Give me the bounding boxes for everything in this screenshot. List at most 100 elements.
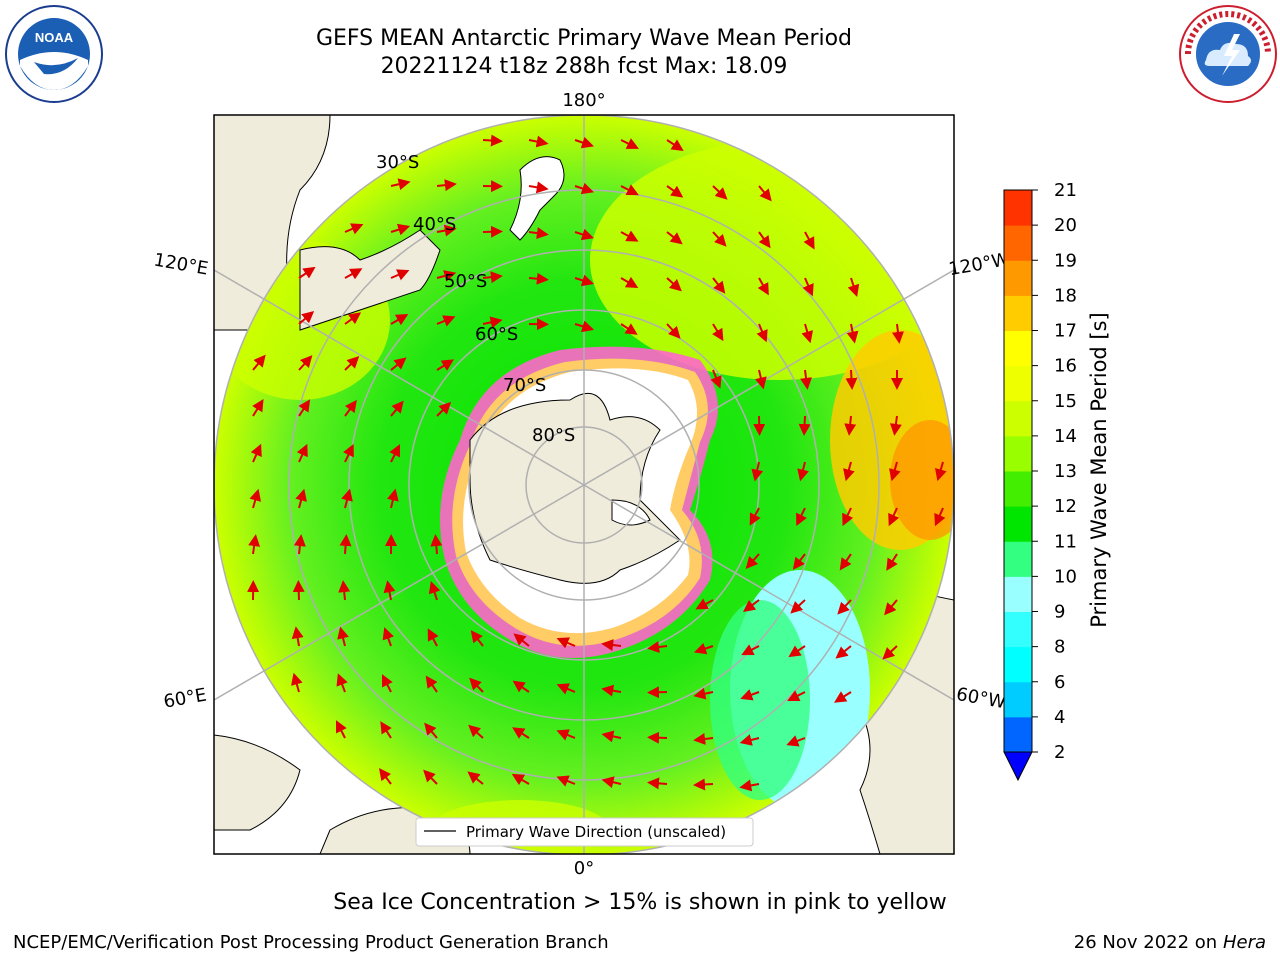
wave-arrow bbox=[528, 135, 549, 148]
wave-arrow bbox=[842, 507, 854, 527]
wave-arrow bbox=[386, 488, 399, 509]
wave-arrow bbox=[436, 224, 457, 237]
wave-arrow bbox=[695, 598, 714, 610]
wave-arrow bbox=[430, 534, 443, 555]
wave-arrow bbox=[786, 735, 806, 747]
footer-credit: NCEP/EMC/Verification Post Processing Pr… bbox=[13, 932, 609, 953]
wave-arrow bbox=[835, 645, 852, 659]
lat-label-30s: 30°S bbox=[376, 152, 419, 173]
wave-arrow bbox=[468, 724, 484, 739]
wave-arrow bbox=[574, 182, 594, 195]
wave-arrow bbox=[601, 684, 622, 697]
lon-label-60e: 60°E bbox=[162, 684, 208, 712]
wave-arrow bbox=[601, 776, 622, 789]
wave-arrow bbox=[482, 316, 503, 329]
lon-label-180: 180° bbox=[562, 90, 605, 111]
colorbar-segment bbox=[1004, 681, 1032, 718]
wave-arrow bbox=[528, 272, 549, 285]
wave-arrow bbox=[512, 680, 530, 693]
map-legend: Primary Wave Direction (unscaled) bbox=[415, 817, 754, 847]
wave-arrow bbox=[787, 690, 806, 702]
wave-arrow bbox=[620, 323, 638, 335]
footer-machine: Hera bbox=[1222, 932, 1266, 953]
wave-arrow bbox=[249, 488, 261, 509]
wave-arrow bbox=[389, 444, 401, 463]
wave-arrow bbox=[757, 277, 769, 296]
colorbar-tick-label: 20 bbox=[1054, 215, 1077, 236]
wave-arrow bbox=[839, 553, 852, 571]
national-weather-service-logo-icon bbox=[1179, 5, 1277, 103]
wave-arrow bbox=[341, 488, 353, 509]
colorbar-segment bbox=[1004, 435, 1032, 472]
wave-arrow bbox=[556, 683, 576, 695]
wave-arrow bbox=[712, 277, 726, 294]
wave-arrow bbox=[379, 767, 392, 785]
wave-arrow bbox=[390, 269, 410, 281]
wave-arrow bbox=[758, 185, 772, 202]
wave-arrow bbox=[482, 271, 503, 284]
colorbar-segment bbox=[1004, 260, 1032, 296]
wave-arrow bbox=[436, 315, 456, 327]
wave-arrow bbox=[250, 443, 262, 463]
wave-arrow bbox=[758, 231, 771, 249]
wave-arrow bbox=[620, 184, 639, 196]
wave-arrow bbox=[620, 276, 639, 289]
svg-text:NOAA: NOAA bbox=[35, 30, 74, 45]
wave-arrow bbox=[666, 231, 683, 245]
wave-arrow bbox=[847, 277, 860, 298]
colorbar-tick-label: 16 bbox=[1054, 356, 1077, 377]
wave-arrow bbox=[792, 553, 806, 570]
colorbar-tick-label: 14 bbox=[1054, 426, 1077, 447]
wave-arrow bbox=[749, 507, 761, 526]
colorbar-tick-label: 11 bbox=[1054, 531, 1077, 552]
wave-arrow bbox=[837, 599, 852, 615]
wave-arrow bbox=[756, 323, 768, 343]
wave-arrow bbox=[337, 626, 349, 647]
wave-arrow bbox=[382, 627, 394, 647]
wave-arrow bbox=[601, 639, 622, 651]
colorbar-extend-triangle bbox=[1003, 751, 1033, 782]
wave-arrow bbox=[694, 642, 714, 655]
wave-arrow bbox=[298, 399, 311, 417]
wave-arrow bbox=[296, 443, 308, 463]
map-title: GEFS MEAN Antarctic Primary Wave Mean Pe… bbox=[315, 26, 853, 51]
wave-arrow bbox=[344, 268, 363, 280]
wave-arrow bbox=[797, 461, 809, 482]
wave-arrow bbox=[467, 771, 484, 785]
colorbar-tick-label: 12 bbox=[1054, 496, 1077, 517]
wave-arrow bbox=[754, 369, 767, 390]
colorbar-segment bbox=[1004, 295, 1032, 331]
colorbar-segment bbox=[1004, 506, 1032, 542]
wave-arrow bbox=[886, 553, 898, 571]
wave-arrow bbox=[335, 720, 347, 739]
footer-date-text: 26 Nov 2022 on bbox=[1073, 932, 1218, 953]
wave-arrow bbox=[745, 553, 760, 569]
wave-arrow bbox=[252, 399, 264, 417]
wave-arrow bbox=[803, 231, 815, 250]
wave-arrow bbox=[574, 320, 595, 333]
wave-arrow bbox=[666, 185, 684, 198]
wave-arrow bbox=[252, 354, 266, 371]
wave-arrow bbox=[739, 779, 760, 792]
wave-arrow bbox=[295, 488, 307, 509]
lat-label-70s: 70°S bbox=[503, 375, 546, 396]
wave-arrow bbox=[436, 401, 452, 417]
colorbar-segment bbox=[1004, 365, 1032, 402]
wave-arrow bbox=[427, 628, 439, 647]
wave-arrow bbox=[574, 274, 595, 287]
wave-arrow bbox=[298, 355, 313, 371]
wave-arrow bbox=[425, 675, 438, 693]
colorbar-tick-label: 21 bbox=[1054, 180, 1077, 201]
wave-arrow bbox=[344, 312, 362, 325]
colorbar-segment bbox=[1004, 576, 1032, 612]
colorbar-tick-label: 9 bbox=[1054, 602, 1065, 623]
wave-arrow bbox=[796, 507, 807, 527]
colorbar-segment bbox=[1004, 330, 1032, 367]
colorbar-title: Primary Wave Mean Period [s] bbox=[1087, 312, 1111, 628]
colorbar-tick-label: 4 bbox=[1054, 707, 1065, 728]
wave-arrow bbox=[882, 645, 898, 660]
colorbar-tick-label: 19 bbox=[1054, 250, 1077, 271]
wave-arrow bbox=[344, 399, 357, 417]
legend-label: Primary Wave Direction (unscaled) bbox=[466, 823, 726, 841]
wave-arrow bbox=[647, 641, 668, 653]
